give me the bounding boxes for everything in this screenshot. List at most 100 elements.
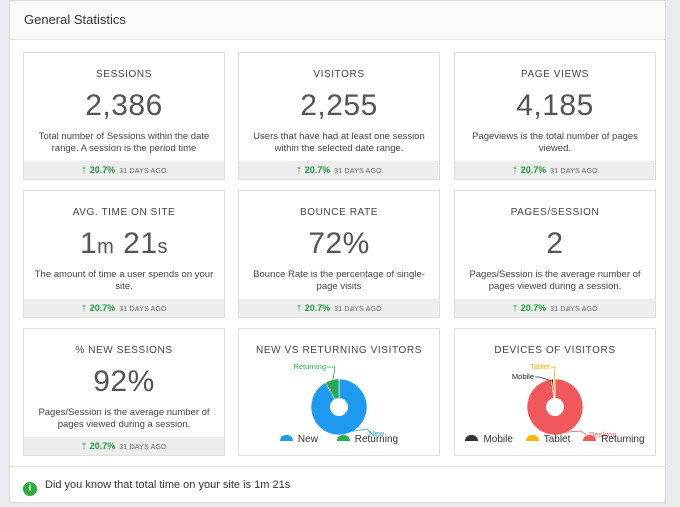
minutes-unit: m — [97, 236, 115, 258]
slice-leader-line — [535, 376, 553, 382]
card-visitors: VISITORS 2,255 Users that have had at le… — [238, 52, 440, 180]
card-trend: ↑ 20.7% 31 DAYS AGO — [239, 299, 439, 317]
chart-title: DEVICES OF VISITORS — [494, 345, 616, 356]
card-value: 72% — [308, 227, 370, 260]
card-label: VISITORS — [313, 69, 365, 80]
tip-minutes-unit: m — [260, 479, 270, 491]
trend-period: 31 DAYS AGO — [550, 168, 598, 175]
slice-leader-line — [556, 430, 587, 436]
card-value: 2,255 — [300, 89, 378, 122]
legend-label: Mobile — [483, 434, 513, 445]
arrow-up-icon: ↑ — [81, 302, 87, 314]
legend-swatch — [525, 435, 539, 441]
card-devices-of-visitors: DEVICES OF VISITORS Desktop Mobile Tablet … — [454, 328, 656, 456]
trend-percent: 20.7% — [89, 303, 116, 313]
slice-label-desktop: Desktop — [589, 430, 617, 439]
card-description: Pages/Session is the average number of p… — [469, 269, 641, 292]
new-vs-returning-pie-chart: New Returning — [293, 362, 385, 438]
card-description: The amount of time a user spends on your… — [34, 269, 214, 292]
card-trend: ↑ 20.7% 31 DAYS AGO — [24, 437, 224, 455]
legend-swatch — [583, 435, 597, 441]
seconds-value: 21 — [123, 227, 158, 260]
arrow-up-icon: ↑ — [512, 302, 518, 314]
trend-period: 31 DAYS AGO — [334, 168, 382, 175]
chart-legend: New Returning — [239, 434, 439, 445]
card-bounce-rate: BOUNCE RATE 72% Bounce Rate is the perce… — [238, 190, 440, 318]
slice-leader-line — [327, 366, 336, 382]
legend-item: New — [279, 434, 318, 445]
chart-title: NEW VS RETURNING VISITORS — [256, 345, 422, 356]
slice-leader-line — [551, 366, 556, 382]
slice-label-mobile: Mobile — [512, 372, 534, 381]
trend-percent: 20.7% — [89, 165, 116, 175]
card-value: 1m 21s — [24, 227, 224, 261]
card-page-views: PAGE VIEWS 4,185 Pageviews is the total … — [454, 52, 656, 180]
slice-label-new: New — [369, 429, 385, 438]
card-trend: ↑ 20.7% 31 DAYS AGO — [455, 299, 655, 317]
legend-swatch — [279, 435, 293, 441]
trend-period: 31 DAYS AGO — [119, 306, 167, 313]
trend-percent: 20.7% — [304, 303, 331, 313]
card-description: Bounce Rate is the percentage of single-… — [253, 269, 425, 292]
card-value: 92% — [93, 365, 155, 398]
legend-item: Mobile — [465, 434, 513, 445]
card-value: 2,386 — [85, 89, 163, 122]
chart-legend: Mobile Tablet Returning — [455, 434, 655, 445]
slice-leader-line — [345, 428, 372, 434]
legend-label: New — [297, 434, 318, 445]
card-trend: ↑ 20.7% 31 DAYS AGO — [24, 299, 224, 317]
card-description: Users that have had at least one session… — [253, 131, 425, 154]
card-label: AVG. TIME ON SITE — [72, 207, 176, 218]
card-value: 4,185 — [516, 89, 594, 122]
panel-title: General Statistics — [10, 1, 665, 40]
donut-hole — [546, 398, 564, 416]
card-description: Pages/Session is the average number of p… — [38, 407, 210, 430]
tip-seconds: 21 — [272, 479, 285, 491]
card-trend: ↑ 20.7% 31 DAYS AGO — [455, 161, 655, 179]
legend-swatch — [465, 435, 479, 441]
seconds-unit: s — [157, 236, 169, 258]
card-new-sessions: % NEW SESSIONS 92% Pages/Session is the … — [23, 328, 225, 456]
card-label: BOUNCE RATE — [299, 207, 379, 218]
arrow-up-icon: ↑ — [296, 302, 302, 314]
card-label: SESSIONS — [96, 69, 152, 80]
card-label: PAGE VIEWS — [520, 69, 590, 80]
info-icon: i — [23, 482, 37, 496]
arrow-up-icon: ↑ — [81, 440, 87, 452]
tip-text: Did you know that total time on your sit… — [45, 479, 255, 491]
trend-period: 31 DAYS AGO — [550, 306, 598, 313]
card-description: Pageviews is the total number of pages v… — [472, 131, 638, 154]
minutes-value: 1 — [79, 227, 98, 260]
trend-percent: 20.7% — [304, 165, 331, 175]
trend-period: 31 DAYS AGO — [334, 306, 382, 313]
donut-hole — [330, 398, 348, 416]
trend-percent: 20.7% — [520, 165, 547, 175]
time-on-site-tip: i Did you know that total time on your si… — [9, 466, 666, 503]
legend-item: Returning — [336, 434, 399, 445]
legend-label: Returning — [354, 434, 399, 445]
card-avg-time-on-site: AVG. TIME ON SITE 1m 21s The amount of t… — [23, 190, 225, 318]
legend-label: Tablet — [543, 434, 571, 445]
card-label: PAGES/SESSION — [510, 207, 600, 218]
card-trend: ↑ 20.7% 31 DAYS AGO — [239, 161, 439, 179]
card-pages-per-session: PAGES/SESSION 2 Pages/Session is the ave… — [454, 190, 656, 318]
slice-label-returning: Returning — [293, 362, 326, 371]
card-sessions: SESSIONS 2,386 Total number of Sessions … — [23, 52, 225, 180]
tip-minutes: 1 — [254, 479, 261, 491]
legend-swatch — [336, 435, 350, 441]
trend-percent: 20.7% — [89, 441, 116, 451]
trend-period: 31 DAYS AGO — [119, 444, 167, 451]
card-new-vs-returning: NEW VS RETURNING VISITORS New Returning N… — [238, 328, 440, 456]
tip-seconds-unit: s — [284, 479, 291, 491]
legend-item: Returning — [583, 434, 645, 445]
card-trend: ↑ 20.7% 31 DAYS AGO — [24, 161, 224, 179]
card-label: % NEW SESSIONS — [75, 345, 173, 356]
trend-period: 31 DAYS AGO — [119, 168, 167, 175]
arrow-up-icon: ↑ — [81, 164, 87, 176]
legend-item: Tablet — [525, 434, 571, 445]
arrow-up-icon: ↑ — [512, 164, 518, 176]
arrow-up-icon: ↑ — [296, 164, 302, 176]
legend-label: Returning — [601, 434, 645, 445]
card-value: 2 — [546, 227, 564, 260]
